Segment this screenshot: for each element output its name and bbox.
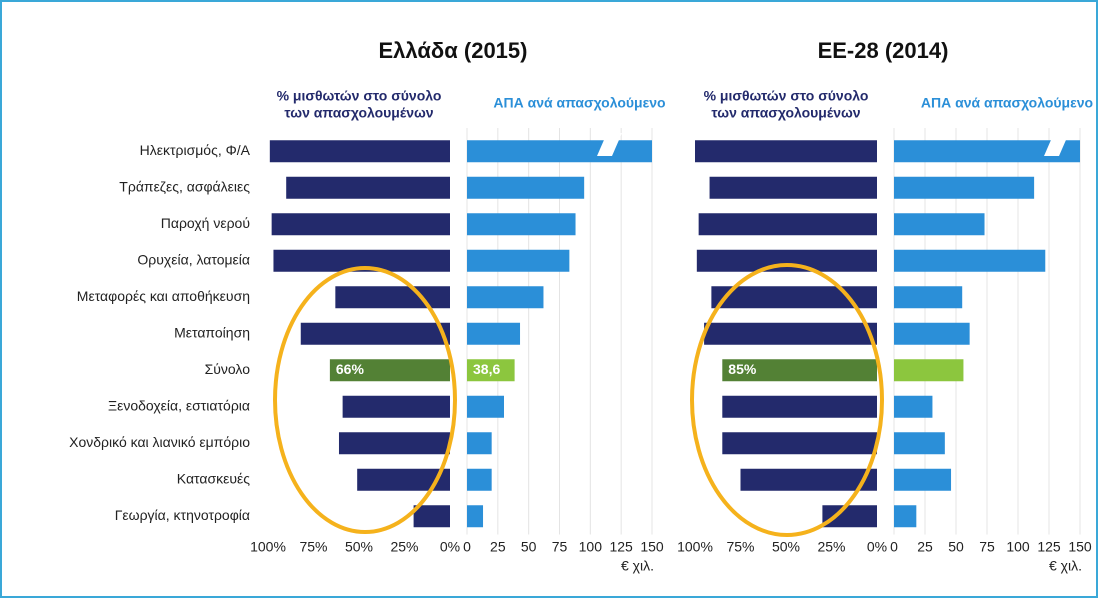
bar (894, 140, 1080, 163)
bar (894, 432, 945, 455)
bar (342, 395, 450, 418)
x-tick-label: 50% (345, 539, 373, 555)
x-tick-label: 75% (299, 539, 327, 555)
bar (894, 322, 970, 345)
x-tick-label: 0 (463, 539, 471, 555)
bar (300, 322, 450, 345)
x-tick-label: 125 (609, 539, 633, 555)
bar (695, 140, 877, 163)
category-label: Ξενοδοχεία, εστιατόρια (108, 397, 250, 413)
bar (467, 249, 570, 272)
bar (413, 505, 450, 528)
x-tick-label: 0% (867, 539, 887, 555)
x-tick-label: 50 (948, 539, 964, 555)
category-label: Ηλεκτρισμός, Φ/Α (140, 142, 251, 158)
bar (467, 395, 504, 418)
bar (709, 176, 877, 199)
x-tick-label: 100% (250, 539, 286, 555)
bar (711, 286, 877, 309)
axis-label: ΑΠΑ ανά απασχολούμενο (493, 95, 665, 111)
axis-break (1044, 133, 1069, 156)
x-tick-label: 50 (521, 539, 537, 555)
bar (894, 286, 963, 309)
bar (329, 359, 450, 382)
category-label: Ορυχεία, λατομεία (137, 251, 250, 267)
bar (271, 213, 450, 236)
unit-label: € χιλ. (621, 558, 654, 574)
bar (467, 432, 492, 455)
x-tick-label: 25% (390, 539, 418, 555)
bar (696, 249, 877, 272)
bar (894, 359, 964, 382)
x-tick-label: 150 (640, 539, 664, 555)
bar (722, 432, 877, 455)
bar (722, 395, 877, 418)
x-tick-label: 75 (979, 539, 995, 555)
bar (894, 505, 917, 528)
x-tick-label: 100 (579, 539, 603, 555)
bar (467, 176, 585, 199)
bar (357, 468, 450, 491)
bar (822, 505, 877, 528)
decorations (273, 133, 1069, 537)
bar (698, 213, 877, 236)
x-tick-label: 25% (817, 539, 845, 555)
value-label: 66% (336, 361, 365, 377)
unit-label: € χιλ. (1049, 558, 1082, 574)
value-label: 38,6 (473, 361, 500, 377)
x-tick-label: 0 (890, 539, 898, 555)
bar (273, 249, 450, 272)
x-tick-label: 100 (1006, 539, 1030, 555)
bar (894, 395, 933, 418)
bar (894, 176, 1035, 199)
x-tick-label: 100% (677, 539, 713, 555)
bar (894, 468, 952, 491)
axis-label: % μισθωτών στο σύνολο (704, 88, 869, 104)
x-tick-label: 25 (917, 539, 933, 555)
highlight-ellipse (273, 266, 457, 534)
bar (467, 505, 484, 528)
bar (467, 140, 652, 163)
highlight-ellipse (690, 263, 884, 537)
x-tick-label: 125 (1037, 539, 1061, 555)
value-label: 85% (728, 361, 757, 377)
bar (467, 468, 492, 491)
axis-break (597, 133, 622, 156)
category-label: Μεταφορές και αποθήκευση (77, 288, 250, 304)
bar (467, 322, 521, 345)
bar (335, 286, 450, 309)
category-label: Τράπεζες, ασφάλειες (119, 178, 250, 194)
panel-title: Ελλάδα (2015) (379, 38, 528, 63)
axis-label: % μισθωτών στο σύνολο (277, 88, 442, 104)
panel-title: ΕΕ-28 (2014) (818, 38, 949, 63)
bar (467, 359, 515, 382)
category-label: Κατασκευές (177, 470, 250, 486)
bar (722, 359, 877, 382)
category-label: Παροχή νερού (161, 215, 250, 231)
x-tick-label: 25 (490, 539, 506, 555)
bar (467, 213, 576, 236)
category-label: Χονδρικό και λιανικό εμπόριο (69, 434, 250, 450)
bar (740, 468, 877, 491)
bar (286, 176, 450, 199)
bar (269, 140, 450, 163)
category-label: Γεωργία, κτηνοτροφία (115, 507, 250, 523)
bar (894, 213, 985, 236)
bar (894, 249, 1046, 272)
category-label: Μεταποίηση (174, 324, 250, 340)
axis-label: ΑΠΑ ανά απασχολούμενο (921, 95, 1093, 111)
bar (704, 322, 877, 345)
x-tick-label: 150 (1068, 539, 1092, 555)
axis-label: των απασχολουμένων (711, 105, 860, 121)
category-label: Σύνολο (205, 361, 251, 377)
axis-label: των απασχολουμένων (284, 105, 433, 121)
x-tick-label: 75% (726, 539, 754, 555)
x-tick-label: 75 (552, 539, 568, 555)
bar (338, 432, 450, 455)
x-tick-label: 0% (440, 539, 460, 555)
plot-area: 100% 75% 50% 25% 0% Ηλεκτρισμός, Φ/Α Τράπεζες,… (69, 38, 1093, 574)
x-tick-label: 50% (772, 539, 800, 555)
bar (467, 286, 544, 309)
